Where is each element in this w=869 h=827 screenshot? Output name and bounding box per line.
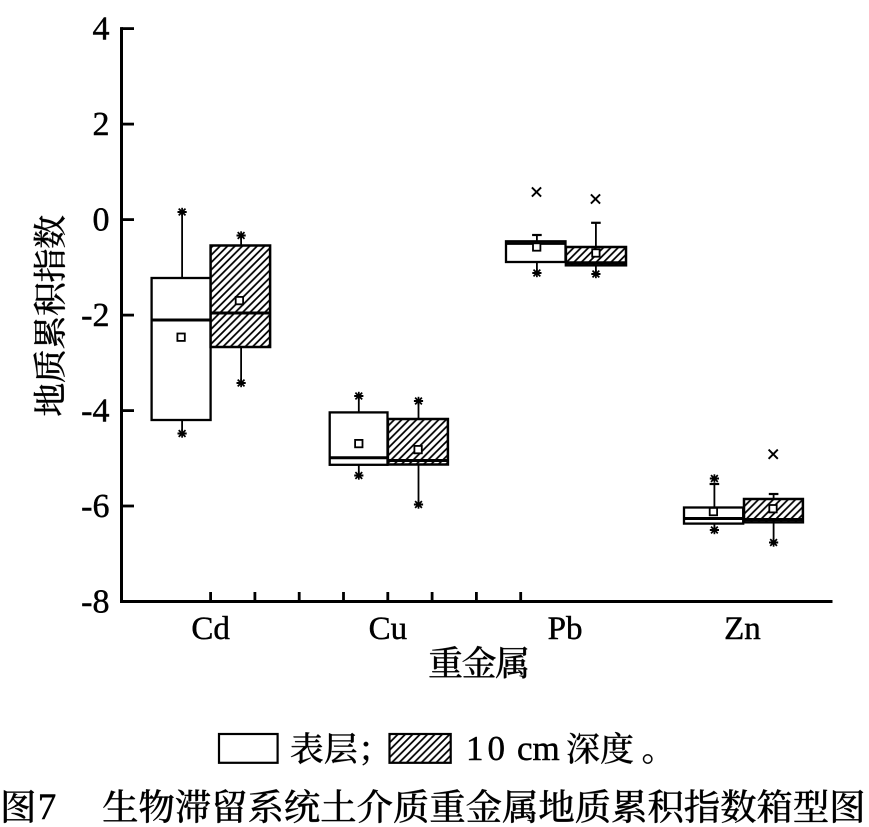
svg-text:2: 2 xyxy=(93,106,110,143)
svg-text:4: 4 xyxy=(93,10,110,47)
svg-text:-2: -2 xyxy=(81,297,109,334)
svg-text:7: 7 xyxy=(38,787,57,827)
svg-text:-4: -4 xyxy=(81,392,109,429)
svg-text:10: 10 xyxy=(466,729,509,768)
svg-text:-8: -8 xyxy=(81,583,109,620)
svg-text:cm: cm xyxy=(517,729,560,768)
svg-text:Zn: Zn xyxy=(724,611,761,647)
svg-text:Cd: Cd xyxy=(191,611,230,647)
svg-text:Cu: Cu xyxy=(369,611,408,647)
svg-text:0: 0 xyxy=(93,201,110,238)
svg-text:-6: -6 xyxy=(81,488,109,525)
svg-text:Pb: Pb xyxy=(548,611,583,647)
